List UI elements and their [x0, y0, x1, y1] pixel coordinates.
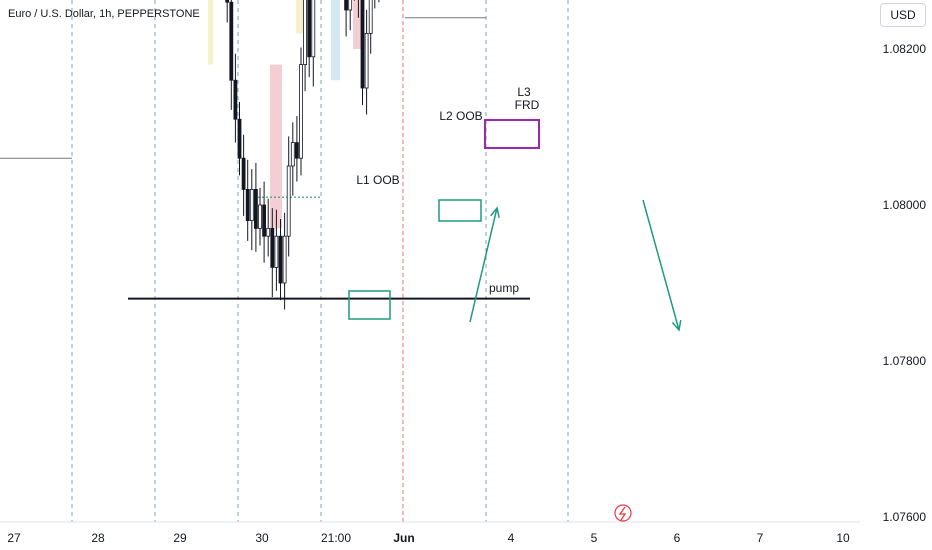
highlight-zone — [270, 64, 282, 229]
target-arrow-head — [671, 320, 682, 332]
x-tick-label: 7 — [757, 531, 764, 545]
candle-down — [245, 188, 250, 221]
supply-box — [438, 199, 482, 222]
candle-layer — [225, 0, 380, 310]
candle-down — [237, 118, 242, 159]
candle-down — [270, 227, 275, 268]
candle-up — [258, 204, 262, 229]
x-tick-label: 4 — [508, 531, 515, 545]
candle-down — [278, 235, 283, 284]
grid-layer — [71, 0, 569, 522]
symbol-title: Euro / U.S. Dollar, 1h, PEPPERSTONE — [8, 8, 200, 20]
candle-up — [364, 33, 369, 89]
x-tick-label: 30 — [255, 531, 269, 545]
level-layer — [0, 17, 530, 300]
y-tick-label: 1.07800 — [883, 354, 927, 368]
highlight-zone — [296, 0, 303, 34]
pump-arrow — [469, 207, 498, 323]
currency-button[interactable]: USD — [880, 3, 926, 27]
pump-arrow-head — [490, 206, 500, 218]
candle-up — [303, 0, 308, 66]
y-tick-label: 1.08000 — [883, 198, 927, 212]
highlight-zone — [331, 0, 340, 81]
target-arrow — [642, 199, 680, 331]
candle-down — [225, 0, 230, 3]
candle-down — [294, 142, 299, 159]
candle-down — [253, 188, 258, 229]
candle-down — [262, 204, 267, 237]
lightning-icon-bolt — [618, 506, 627, 521]
x-tick-label: 21:00 — [321, 531, 351, 545]
candle-down — [229, 1, 234, 81]
x-tick-label: 27 — [7, 531, 21, 545]
label-l1-oob: L1 OOB — [356, 173, 399, 187]
candle-up — [368, 0, 373, 34]
label-frd: FRD — [515, 98, 540, 112]
candle-up — [290, 142, 295, 167]
candle-down — [241, 157, 246, 190]
lightning-icon-ring — [614, 504, 632, 522]
currency-label: USD — [890, 8, 916, 22]
label-l2-oob: L2 OOB — [439, 109, 482, 123]
lightning-icon — [614, 504, 632, 522]
label-pump: pump — [489, 281, 519, 295]
supply-box — [348, 290, 391, 320]
x-tick-label: 28 — [91, 531, 105, 545]
x-tick-label: 10 — [836, 531, 850, 545]
candle-down — [344, 0, 349, 11]
candle-down — [307, 0, 312, 58]
candle-up — [249, 188, 254, 221]
highlight-zone — [353, 0, 362, 49]
candle-up — [274, 235, 279, 268]
x-tick-label: Jun — [393, 531, 414, 545]
candle-up — [282, 235, 287, 284]
highlight-layer — [208, 0, 362, 229]
frd-box — [484, 119, 540, 149]
candle-up — [311, 0, 316, 58]
x-tick-label: 29 — [173, 531, 187, 545]
candle-up — [266, 227, 271, 237]
y-tick-label: 1.08200 — [883, 42, 927, 56]
x-tick-label: 5 — [591, 531, 598, 545]
x-tick-label: 6 — [674, 531, 681, 545]
candle-down — [360, 0, 365, 89]
candle-up — [348, 0, 353, 11]
candle-down — [233, 79, 238, 120]
candle-up — [299, 64, 303, 159]
label-l3: L3 — [517, 85, 531, 99]
candle-up — [286, 165, 291, 237]
highlight-zone — [208, 0, 213, 65]
y-tick-label: 1.07600 — [883, 510, 927, 524]
